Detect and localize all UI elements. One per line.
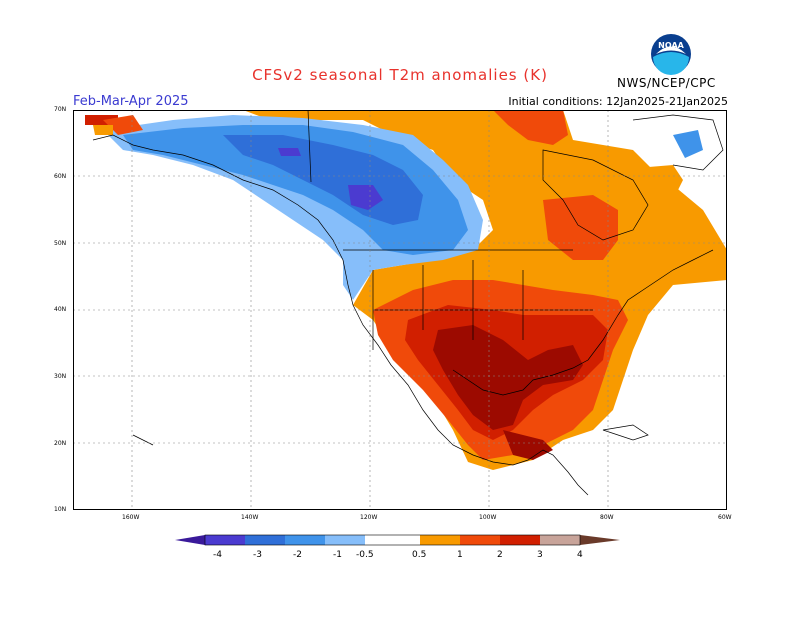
legend-swatch-2-3 bbox=[500, 535, 540, 545]
agency-label: NWS/NCEP/CPC bbox=[617, 76, 716, 90]
legend-swatch-gt-4 bbox=[580, 535, 620, 545]
color-legend: -4 -3 -2 -1 -0.5 0.5 1 2 3 4 bbox=[175, 534, 620, 560]
svg-text:NOAA: NOAA bbox=[658, 41, 684, 50]
lon-label-100w: 100W bbox=[479, 514, 497, 521]
legend-label-0.5: 0.5 bbox=[412, 550, 426, 560]
legend-label-1: 1 bbox=[457, 550, 463, 560]
legend-label-minus3: -3 bbox=[253, 550, 262, 560]
anomaly-minus-3-minus-4 bbox=[348, 185, 383, 210]
legend-swatch-minus1-minus0.5 bbox=[325, 535, 365, 545]
map-title: CFSv2 seasonal T2m anomalies (K) bbox=[252, 66, 548, 84]
anomaly-3-4 bbox=[433, 325, 583, 430]
season-label: Feb-Mar-Apr 2025 bbox=[73, 94, 189, 109]
lon-label-80w: 80W bbox=[600, 514, 614, 521]
legend-label-minus0.5: -0.5 bbox=[356, 550, 374, 560]
anomaly-minus-1-minus-2 bbox=[123, 125, 468, 255]
lat-label-40n: 40N bbox=[54, 306, 67, 313]
legend-label-2: 2 bbox=[497, 550, 503, 560]
lat-label-50n: 50N bbox=[54, 240, 67, 247]
legend-label-3: 3 bbox=[537, 550, 543, 560]
lat-label-30n: 30N bbox=[54, 373, 67, 380]
lon-label-140w: 140W bbox=[241, 514, 259, 521]
lat-label-20n: 20N bbox=[54, 440, 67, 447]
lat-label-70n: 70N bbox=[54, 106, 67, 113]
lat-label-10n: 10N bbox=[54, 506, 67, 513]
legend-swatch-minus3-minus2 bbox=[245, 535, 285, 545]
lon-label-60w: 60W bbox=[718, 514, 732, 521]
lon-label-120w: 120W bbox=[360, 514, 378, 521]
noaa-logo: NOAA bbox=[651, 34, 691, 75]
lat-label-60n: 60N bbox=[54, 173, 67, 180]
lon-label-160w: 160W bbox=[122, 514, 140, 521]
legend-swatch-minus2-minus1 bbox=[285, 535, 325, 545]
legend-label-4: 4 bbox=[577, 550, 583, 560]
legend-swatch-neutral bbox=[365, 535, 420, 545]
legend-label-minus4: -4 bbox=[213, 550, 222, 560]
legend-swatch-lt-minus4 bbox=[175, 535, 205, 545]
legend-swatch-3-4 bbox=[540, 535, 580, 545]
legend-swatch-0.5-1 bbox=[420, 535, 460, 545]
legend-swatch-minus4-minus3 bbox=[205, 535, 245, 545]
initial-conditions-label: Initial conditions: 12Jan2025-21Jan2025 bbox=[508, 95, 728, 108]
legend-label-minus1: -1 bbox=[333, 550, 342, 560]
legend-label-minus2: -2 bbox=[293, 550, 302, 560]
anomaly-map bbox=[73, 110, 727, 510]
legend-swatch-1-2 bbox=[460, 535, 500, 545]
